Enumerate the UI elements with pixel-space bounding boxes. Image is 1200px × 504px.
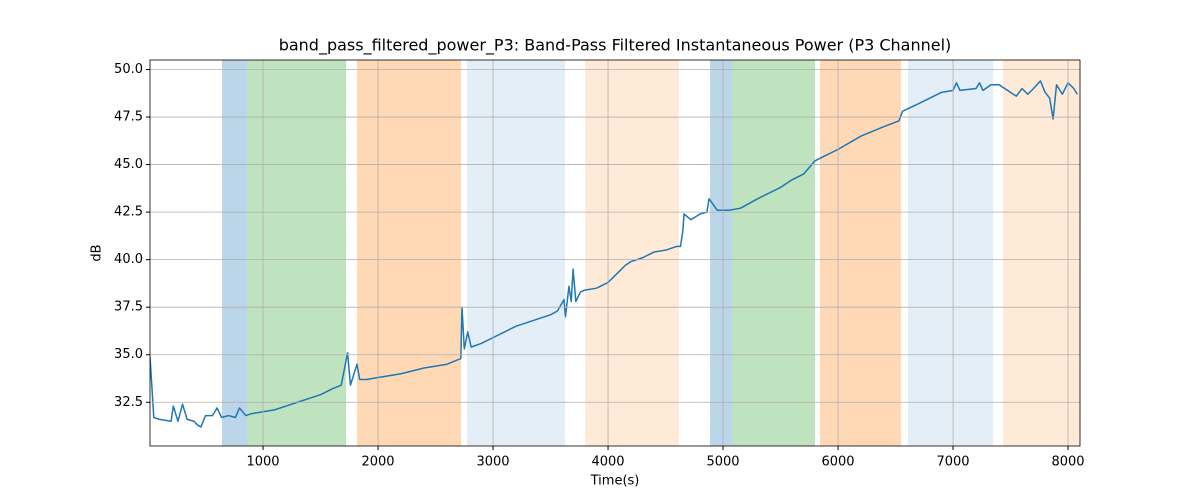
shaded-span: [247, 60, 347, 446]
shaded-span: [732, 60, 816, 446]
y-tick-label: 45.0: [114, 157, 143, 172]
x-tick-label: 3000: [476, 455, 509, 470]
shaded-span: [467, 60, 566, 446]
plot-area: [150, 60, 1080, 446]
x-tick-label: 7000: [936, 455, 969, 470]
shaded-span: [710, 60, 733, 446]
x-tick-label: 8000: [1051, 455, 1084, 470]
shaded-span: [585, 60, 679, 446]
chart-title: band_pass_filtered_power_P3: Band-Pass F…: [279, 36, 952, 56]
x-axis-label: Time(s): [590, 474, 640, 489]
x-tick-label: 2000: [361, 455, 394, 470]
x-tick-label: 5000: [706, 455, 739, 470]
y-tick-label: 50.0: [114, 62, 143, 77]
y-tick-label: 42.5: [114, 205, 143, 220]
y-tick-label: 47.5: [114, 110, 143, 125]
shaded-span: [356, 60, 462, 446]
x-tick-label: 4000: [591, 455, 624, 470]
shaded-span: [908, 60, 994, 446]
y-tick-label: 40.0: [114, 252, 143, 267]
x-tick-label: 6000: [821, 455, 854, 470]
shaded-span: [221, 60, 248, 446]
data-line: [150, 80, 1078, 428]
y-tick-label: 37.5: [114, 300, 143, 315]
shaded-span: [1003, 60, 1080, 446]
shaded-span: [819, 60, 902, 446]
y-axis-label: dB: [90, 244, 105, 261]
y-tick-label: 32.5: [114, 395, 143, 410]
x-tick-label: 1000: [246, 455, 279, 470]
y-tick-label: 35.0: [114, 347, 143, 362]
plot-frame: [149, 59, 1081, 447]
